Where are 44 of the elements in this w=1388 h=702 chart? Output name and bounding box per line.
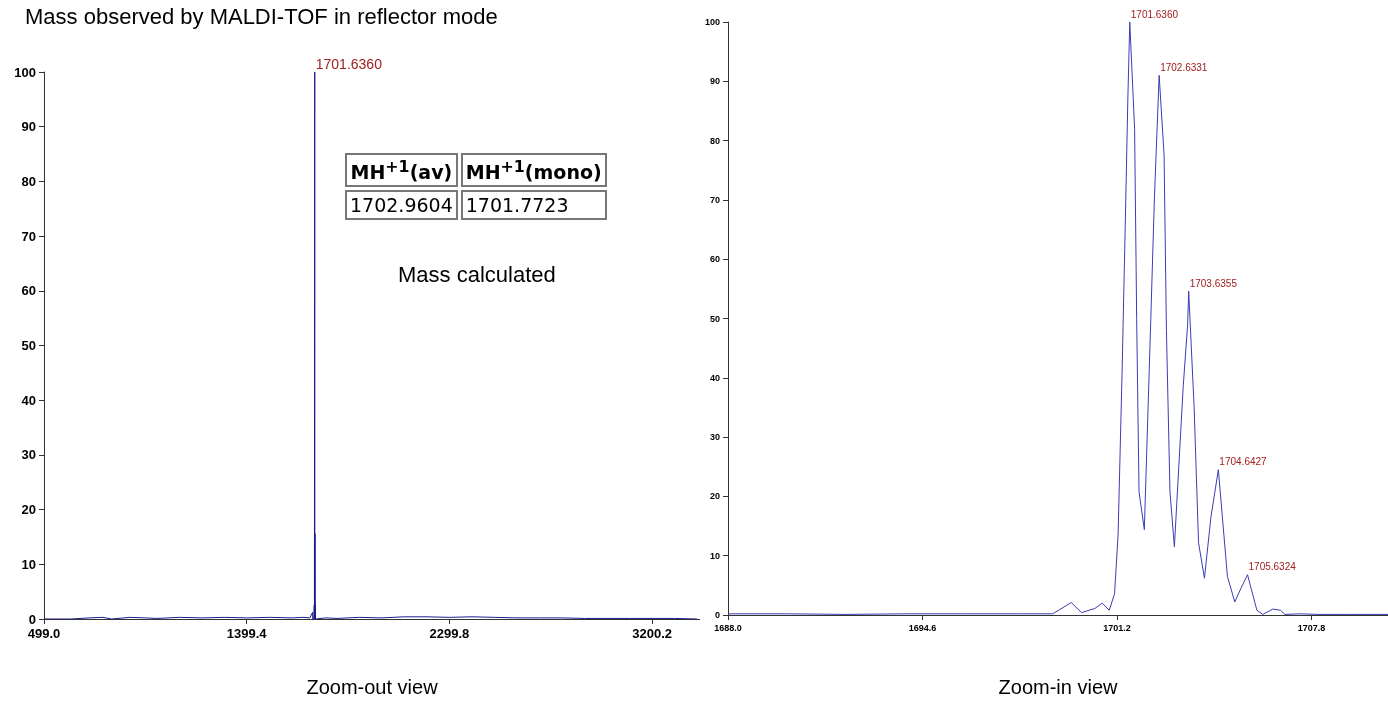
- y-tick-label: 0: [28, 611, 36, 627]
- annotation: 1701.6360: [315, 56, 383, 72]
- x-axis-title: Zoom-in view: [998, 676, 1119, 698]
- y-tick-label: 40: [21, 392, 36, 408]
- annotation: MH$^{+1}$(mono): [460, 153, 607, 188]
- y-tick-label: 80: [709, 135, 720, 146]
- chart-title: Mass observed by MALDI-TOF in reflector mode: [25, 3, 498, 29]
- annotation: 1702.6331: [1160, 61, 1208, 73]
- annotation: Mass calculated: [398, 262, 556, 288]
- y-tick-label: 80: [21, 173, 36, 189]
- y-tick-label: 30: [21, 447, 36, 463]
- y-tick-label: 20: [21, 502, 36, 518]
- x-tick-label: 3200.2: [632, 626, 672, 641]
- y-tick-label: 0: [714, 610, 720, 620]
- x-tick-label: 1688.0: [714, 622, 742, 633]
- annotation: 1704.6427: [1219, 456, 1268, 468]
- y-tick-label: 70: [709, 194, 720, 205]
- annotation: 1705.6324: [1248, 561, 1297, 573]
- x-tick-label: 1701.2: [1103, 622, 1131, 633]
- annotation: MH$^{+1}$(av): [345, 153, 458, 188]
- x-tick-label: 1707.8: [1297, 622, 1326, 633]
- x-tick-label: 1399.4: [226, 626, 268, 641]
- y-tick-label: 10: [21, 556, 36, 572]
- y-tick-label: 50: [21, 338, 36, 353]
- annotation: 1701.6360: [1130, 8, 1179, 20]
- x-tick-label: 1694.6: [908, 622, 937, 633]
- x-axis-title: Zoom-out view: [306, 676, 439, 698]
- y-tick-label: 50: [709, 313, 720, 324]
- y-tick-label: 30: [709, 432, 720, 443]
- y-tick-label: 100: [704, 17, 720, 27]
- x-tick-label: 499.0: [27, 626, 61, 641]
- x-tick-label: 2299.8: [429, 626, 470, 641]
- annotation: 1701.7723: [460, 190, 607, 221]
- y-tick-label: 40: [709, 372, 720, 383]
- y-tick-label: 10: [709, 550, 720, 561]
- annotation: 1703.6355: [1189, 277, 1238, 289]
- y-tick-label: 100: [14, 64, 36, 80]
- y-tick-label: 90: [709, 76, 720, 87]
- y-tick-label: 70: [21, 228, 36, 244]
- y-tick-label: 60: [21, 283, 36, 299]
- y-tick-label: 20: [709, 491, 720, 502]
- y-tick-label: 60: [709, 254, 720, 265]
- y-tick-label: 90: [21, 119, 36, 135]
- annotation: 1702.9604: [345, 190, 458, 221]
